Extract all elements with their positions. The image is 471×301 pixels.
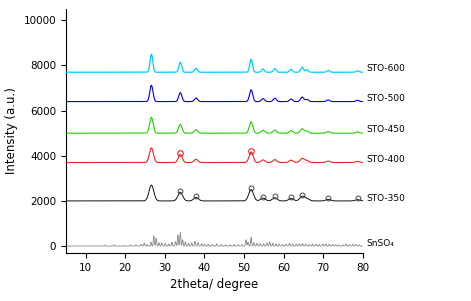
Text: STO-500: STO-500 xyxy=(366,94,406,103)
Text: STO-600: STO-600 xyxy=(366,64,406,73)
Text: STO-350: STO-350 xyxy=(366,194,406,203)
Text: STO-450: STO-450 xyxy=(366,125,406,134)
Y-axis label: Intensity (a.u.): Intensity (a.u.) xyxy=(5,88,18,174)
Text: STO-400: STO-400 xyxy=(366,155,406,164)
X-axis label: 2theta/ degree: 2theta/ degree xyxy=(170,278,259,291)
Text: SnSO₄: SnSO₄ xyxy=(366,239,395,248)
